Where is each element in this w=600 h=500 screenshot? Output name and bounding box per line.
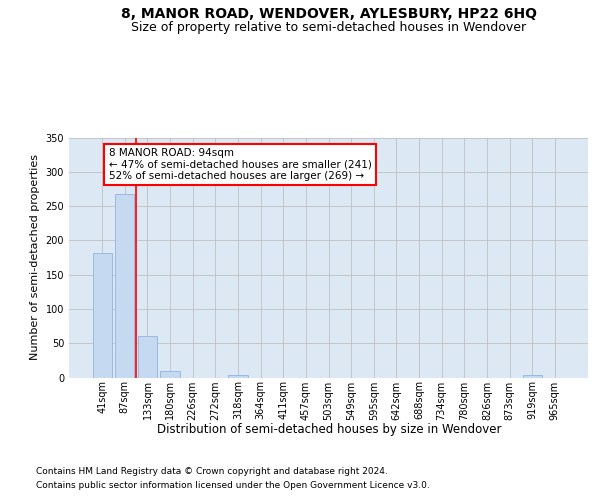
Y-axis label: Number of semi-detached properties: Number of semi-detached properties bbox=[30, 154, 40, 360]
Text: Size of property relative to semi-detached houses in Wendover: Size of property relative to semi-detach… bbox=[131, 21, 526, 34]
Text: 8, MANOR ROAD, WENDOVER, AYLESBURY, HP22 6HQ: 8, MANOR ROAD, WENDOVER, AYLESBURY, HP22… bbox=[121, 8, 537, 22]
Bar bbox=[160, 370, 180, 378]
Bar bbox=[92, 254, 112, 378]
Bar bbox=[138, 336, 157, 378]
Text: Contains HM Land Registry data © Crown copyright and database right 2024.: Contains HM Land Registry data © Crown c… bbox=[36, 468, 388, 476]
Bar bbox=[115, 194, 134, 378]
Text: Contains public sector information licensed under the Open Government Licence v3: Contains public sector information licen… bbox=[36, 481, 430, 490]
Text: 8 MANOR ROAD: 94sqm
← 47% of semi-detached houses are smaller (241)
52% of semi-: 8 MANOR ROAD: 94sqm ← 47% of semi-detach… bbox=[109, 148, 371, 181]
Bar bbox=[229, 376, 248, 378]
Bar bbox=[523, 376, 542, 378]
Text: Distribution of semi-detached houses by size in Wendover: Distribution of semi-detached houses by … bbox=[157, 422, 501, 436]
